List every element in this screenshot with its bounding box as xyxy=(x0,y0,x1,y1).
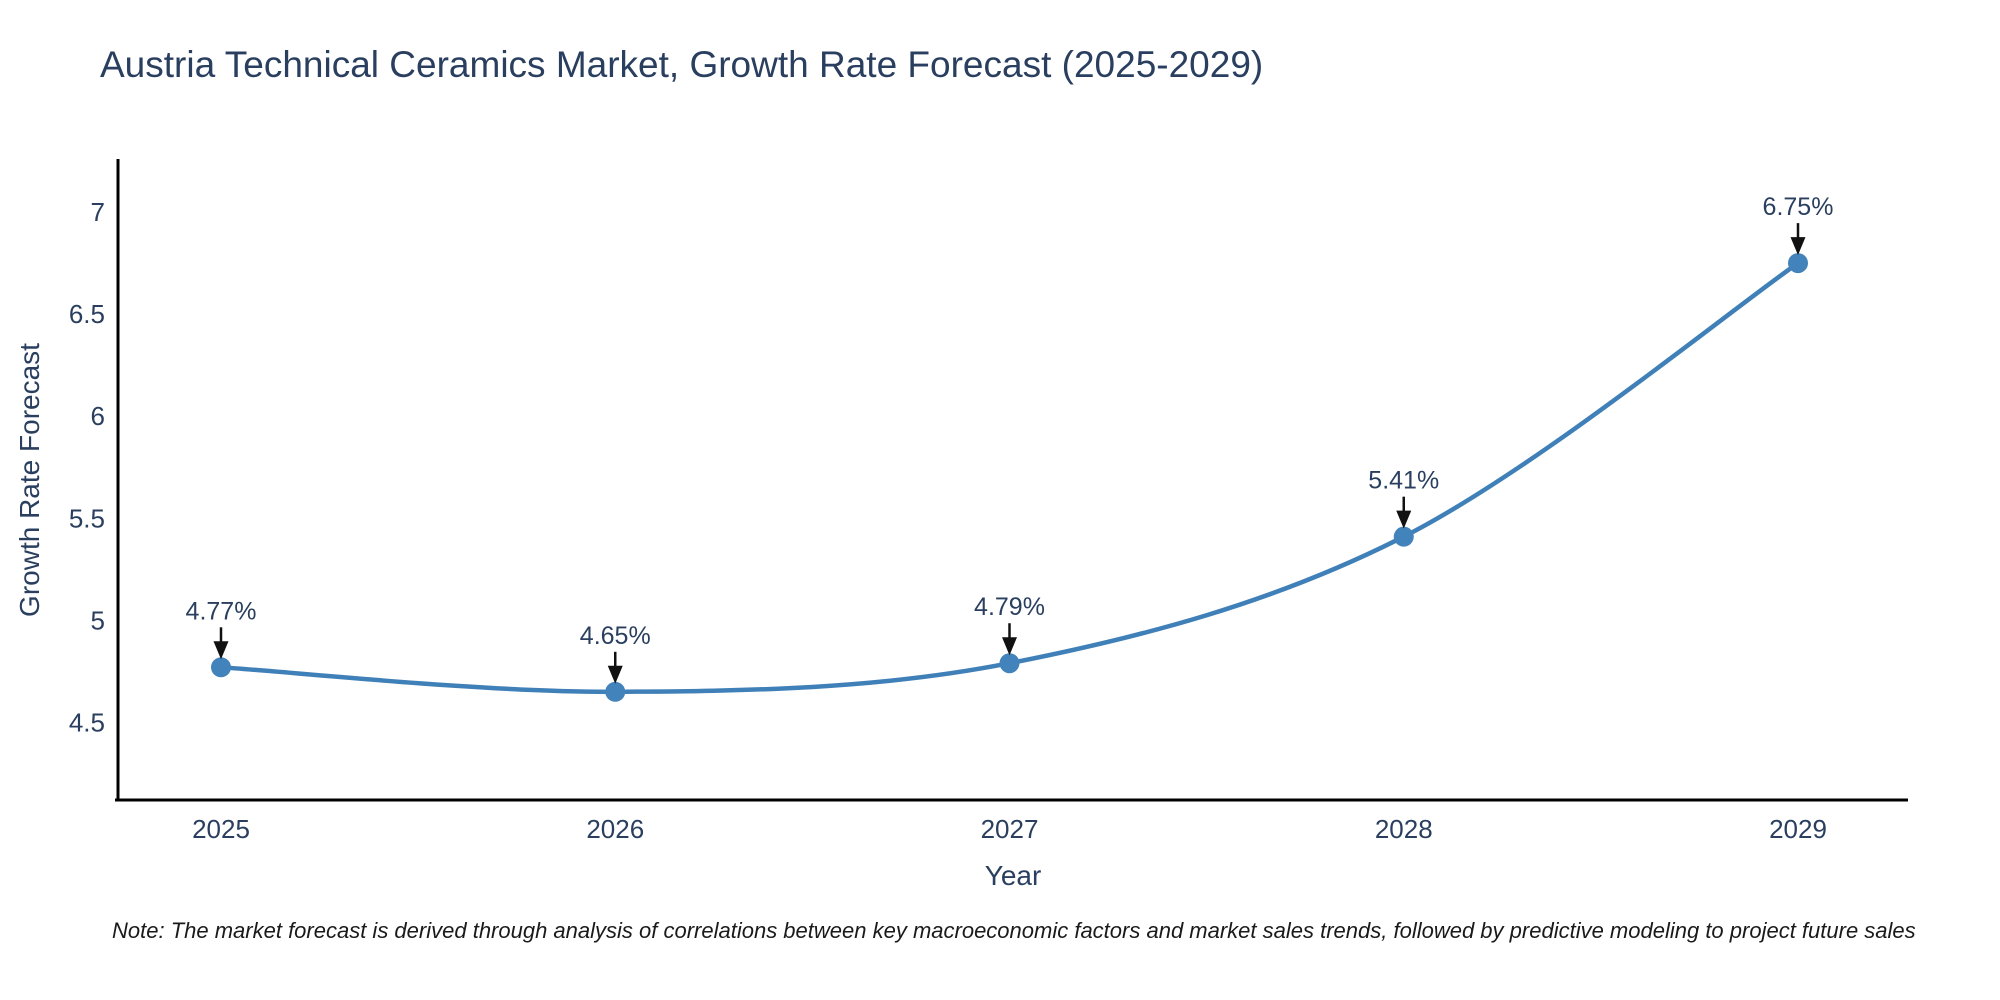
data-point-2029[interactable] xyxy=(1788,253,1808,274)
x-tick-label: 2027 xyxy=(981,814,1039,844)
point-annotation: 4.79% xyxy=(974,593,1045,621)
data-point-2025[interactable] xyxy=(211,657,231,678)
y-tick-label: 6 xyxy=(91,401,105,431)
x-tick-label: 2028 xyxy=(1375,814,1433,844)
annotation-arrowhead-icon xyxy=(1396,510,1412,529)
y-tick-label: 5 xyxy=(91,605,105,635)
annotation-arrowhead-icon xyxy=(1002,637,1017,656)
x-tick-label: 2029 xyxy=(1769,814,1827,844)
annotation-layer: 4.77% 4.65% 4.79% 5.41% 6.75% xyxy=(186,193,1834,684)
line-series xyxy=(211,253,1808,702)
footnote: Note: The market forecast is derived thr… xyxy=(112,918,1916,943)
point-annotation: 4.65% xyxy=(580,622,651,650)
point-annotation: 4.77% xyxy=(186,597,257,625)
axes-layer: 4.5 5 5.5 6 6.5 7 2025 2026 2027 2028 2029 xyxy=(69,159,1908,844)
point-annotation: 6.75% xyxy=(1763,193,1834,221)
point-annotation: 5.41% xyxy=(1368,467,1439,495)
annotation-arrowhead-icon xyxy=(1790,237,1806,256)
y-tick-label: 7 xyxy=(91,197,105,227)
y-tick-label: 5.5 xyxy=(69,503,105,533)
y-tick-label: 4.5 xyxy=(69,707,105,737)
data-point-2027[interactable] xyxy=(999,653,1020,674)
chart-title: Austria Technical Ceramics Market, Growt… xyxy=(100,44,1264,85)
x-tick-label: 2025 xyxy=(192,814,250,844)
x-tick-label: 2026 xyxy=(586,814,644,844)
annotation-arrowhead-icon xyxy=(607,665,623,684)
y-tick-label: 6.5 xyxy=(69,299,105,329)
data-point-2028[interactable] xyxy=(1393,526,1414,547)
data-point-2026[interactable] xyxy=(605,681,626,702)
y-axis-title: Growth Rate Forecast xyxy=(14,343,45,617)
annotation-arrowhead-icon xyxy=(213,641,229,660)
x-axis-title: Year xyxy=(984,860,1042,891)
